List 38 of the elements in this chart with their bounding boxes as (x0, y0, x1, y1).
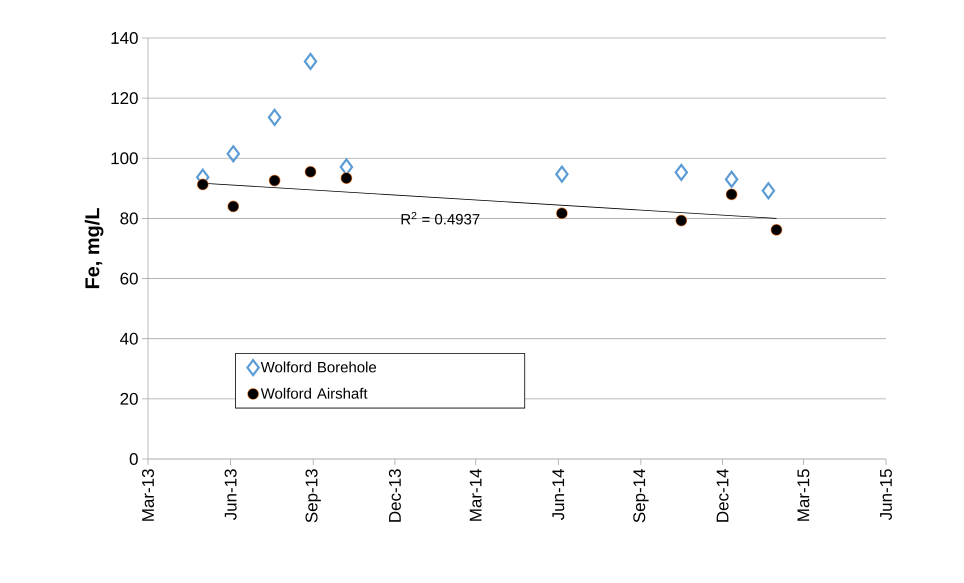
x-tick-label: Sep-13 (306, 469, 321, 522)
point (770, 224, 782, 236)
x-tick-label: Sep-14 (633, 469, 649, 522)
y-tick-label: 100 (112, 152, 138, 164)
point (556, 208, 568, 220)
y-tick-label: 20 (120, 392, 138, 405)
x-tick-label: Jun-13 (224, 469, 237, 520)
y-tick-label: 40 (120, 332, 138, 345)
legend-label: Wolford Borehole (260, 361, 376, 372)
point (674, 164, 688, 182)
x-tick-label: Jun-15 (880, 469, 892, 520)
y-axis-title: Fe, mg/L (84, 208, 104, 288)
annotation: R$^{2}$ = 0.4937 (402, 212, 480, 225)
point (227, 200, 240, 212)
point (726, 188, 738, 200)
x-tick-label: Mar-13 (142, 469, 154, 521)
y-tick-label: 140 (112, 32, 138, 44)
point (268, 108, 282, 126)
point (555, 166, 569, 183)
point (724, 170, 738, 188)
point (268, 174, 280, 186)
point (762, 182, 776, 200)
point (676, 214, 688, 226)
x-tick-label: Mar-14 (470, 469, 482, 521)
y-tick-label: 120 (112, 92, 138, 104)
y-tick-label: 80 (120, 212, 138, 224)
point (226, 145, 240, 162)
point (340, 172, 352, 184)
x-tick-label: Dec-14 (716, 469, 729, 522)
legend-label: Wolford Airshaft (260, 388, 368, 399)
point (304, 52, 318, 70)
x-tick-label: Dec-13 (388, 469, 401, 522)
x-tick-label: Mar-15 (798, 469, 810, 521)
y-tick-label: 0 (130, 453, 138, 465)
y-tick-label: 60 (120, 272, 138, 285)
x-tick-label: Jun-14 (552, 469, 564, 520)
point (304, 166, 316, 178)
point (196, 178, 209, 190)
